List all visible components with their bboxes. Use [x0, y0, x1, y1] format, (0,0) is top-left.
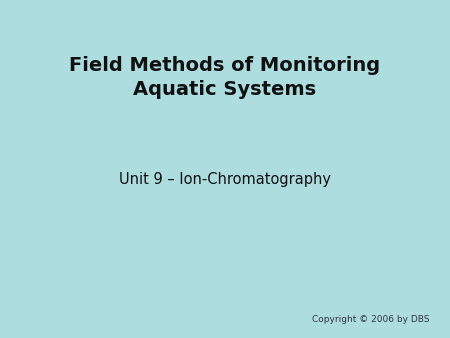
- Text: Copyright © 2006 by DBS: Copyright © 2006 by DBS: [312, 315, 430, 324]
- Text: Unit 9 – Ion-Chromatography: Unit 9 – Ion-Chromatography: [119, 172, 331, 187]
- Text: Field Methods of Monitoring
Aquatic Systems: Field Methods of Monitoring Aquatic Syst…: [69, 56, 381, 99]
